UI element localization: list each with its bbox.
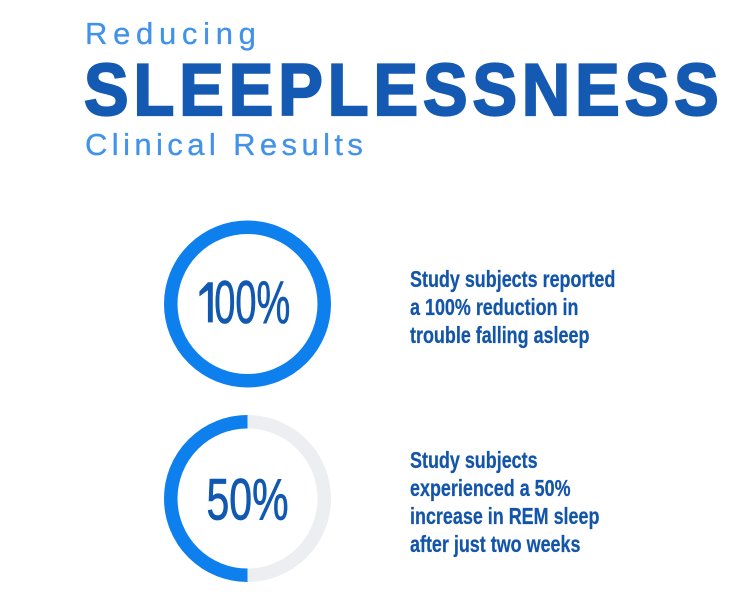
svg-text:50%: 50% bbox=[207, 468, 289, 533]
svg-text:00%: 00% bbox=[214, 269, 290, 336]
